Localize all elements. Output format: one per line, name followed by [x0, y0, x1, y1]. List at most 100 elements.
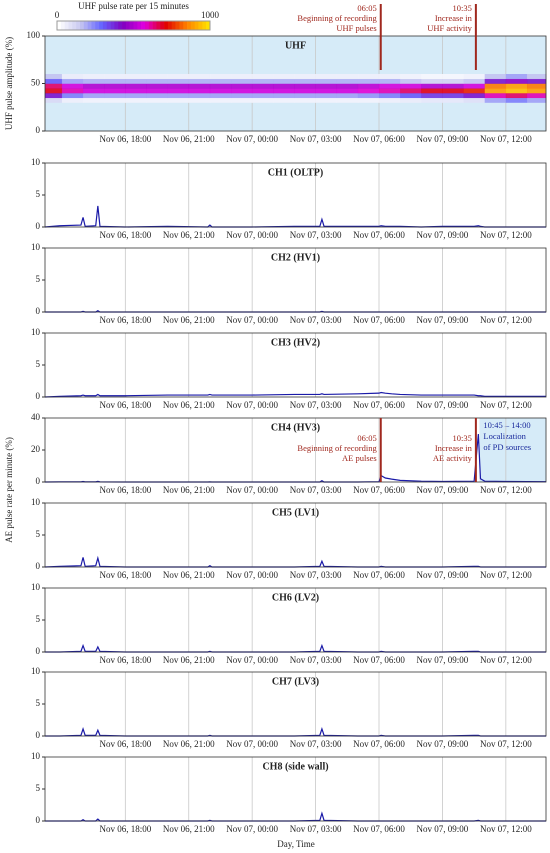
heat-cell [400, 88, 422, 94]
heat-cell [83, 88, 105, 94]
heat-cell [273, 97, 295, 103]
heat-cell [252, 93, 274, 99]
ae-line [44, 205, 546, 228]
heat-cell [421, 83, 443, 89]
heat-cell [463, 93, 485, 99]
heat-cell [294, 97, 316, 103]
heat-cell [526, 93, 547, 99]
x-tick-label: Nov 07, 06:00 [353, 824, 405, 834]
heat-cell [294, 74, 316, 80]
x-tick-label: Nov 07, 09:00 [417, 739, 469, 749]
heat-cell [83, 78, 105, 84]
x-tick-label: Nov 07, 03:00 [290, 485, 342, 495]
heat-cell [400, 83, 422, 89]
heat-cell [484, 74, 507, 80]
heat-cell [315, 83, 338, 89]
x-tick-label: Nov 07, 09:00 [417, 655, 469, 665]
annotation-text: UHF activity [427, 23, 472, 33]
heat-cell [400, 93, 422, 99]
x-tick-label: Nov 06, 21:00 [163, 134, 215, 144]
heat-cell [336, 97, 359, 103]
x-tick-label: Nov 07, 03:00 [290, 400, 342, 410]
heat-cell [188, 97, 211, 103]
colorbar-swatch [118, 21, 123, 30]
colorbar-swatch [175, 21, 180, 30]
colorbar-swatch [198, 21, 203, 30]
highlight-text: 10:45 – 14:00 [483, 420, 530, 430]
x-tick-label: Nov 06, 21:00 [163, 739, 215, 749]
y-tick-label: 0 [36, 221, 41, 231]
x-tick-label: Nov 07, 06:00 [353, 134, 405, 144]
x-tick-label: Nov 07, 09:00 [417, 485, 469, 495]
heat-cell [252, 78, 274, 84]
heat-cell [379, 78, 401, 84]
y-tick-label: 0 [36, 476, 41, 486]
heat-cell [357, 93, 380, 99]
heat-cell [421, 93, 443, 99]
colorbar-swatch [106, 21, 111, 30]
heat-cell [209, 88, 232, 94]
x-tick-label: Nov 07, 06:00 [353, 400, 405, 410]
plot-frame [44, 35, 547, 132]
heat-cell [188, 93, 211, 99]
heat-cell [442, 93, 464, 99]
colorbar-swatch [202, 21, 207, 30]
heat-cell [315, 88, 338, 94]
heat-cell [442, 74, 464, 80]
colorbar-swatch [68, 21, 73, 30]
colorbar-tick-label: 0 [55, 10, 60, 20]
heat-cell [125, 74, 147, 80]
highlight-text: Localization [483, 431, 526, 441]
x-tick-label: Nov 07, 00:00 [226, 824, 278, 834]
heat-cell [146, 83, 168, 89]
heat-cell [104, 78, 126, 84]
x-tick-label: Nov 07, 06:00 [353, 655, 405, 665]
heat-cell [167, 74, 190, 80]
heat-cell [315, 78, 338, 84]
y-tick-label: 5 [36, 698, 41, 708]
y-tick-label: 5 [36, 274, 41, 284]
ae-line [45, 727, 546, 737]
colorbar-frame [56, 20, 211, 31]
x-tick-label: Nov 06, 18:00 [99, 570, 151, 580]
heat-cell [146, 74, 168, 80]
colorbar-swatch [76, 21, 81, 30]
annotation-text: Beginning of recording [297, 13, 377, 23]
y-tick-label: 5 [36, 529, 41, 539]
x-tick-label: Nov 07, 09:00 [417, 570, 469, 580]
heat-cell [273, 93, 295, 99]
heat-cell [357, 78, 380, 84]
x-tick-label: Nov 07, 06:00 [353, 485, 405, 495]
heat-cell [61, 97, 84, 103]
x-tick-label: Nov 07, 09:00 [417, 315, 469, 325]
highlight-text: of PD sources [483, 442, 531, 452]
y-tick-label: 5 [36, 189, 41, 199]
x-tick-label: Nov 06, 21:00 [163, 485, 215, 495]
x-tick-label: Nov 07, 03:00 [290, 739, 342, 749]
annotation-text: Increase in [435, 13, 473, 23]
heat-cell [357, 97, 380, 103]
colorbar-swatch [190, 21, 195, 30]
colorbar-swatch [102, 21, 108, 30]
colorbar-swatch [156, 21, 161, 30]
plot-frame [44, 756, 547, 822]
heat-cell [188, 74, 211, 80]
heat-cell [379, 83, 401, 89]
x-tick-label: Nov 06, 21:00 [163, 570, 215, 580]
heat-cell [104, 83, 126, 89]
x-tick-label: Nov 07, 12:00 [480, 230, 532, 240]
heat-cell [45, 93, 63, 99]
heat-cell [526, 97, 547, 103]
heat-cell [505, 93, 528, 99]
x-tick-label: Nov 07, 00:00 [226, 739, 278, 749]
colorbar-swatch [122, 21, 127, 30]
heat-cell [209, 83, 232, 89]
colorbar-swatch [160, 21, 165, 30]
y-tick-label: 0 [36, 646, 41, 656]
heat-cell [45, 83, 63, 89]
heat-cell [83, 93, 105, 99]
heat-cell [209, 78, 232, 84]
heat-cell [336, 83, 359, 89]
colorbar-swatch [167, 21, 173, 30]
x-tick-label: Nov 06, 21:00 [163, 400, 215, 410]
